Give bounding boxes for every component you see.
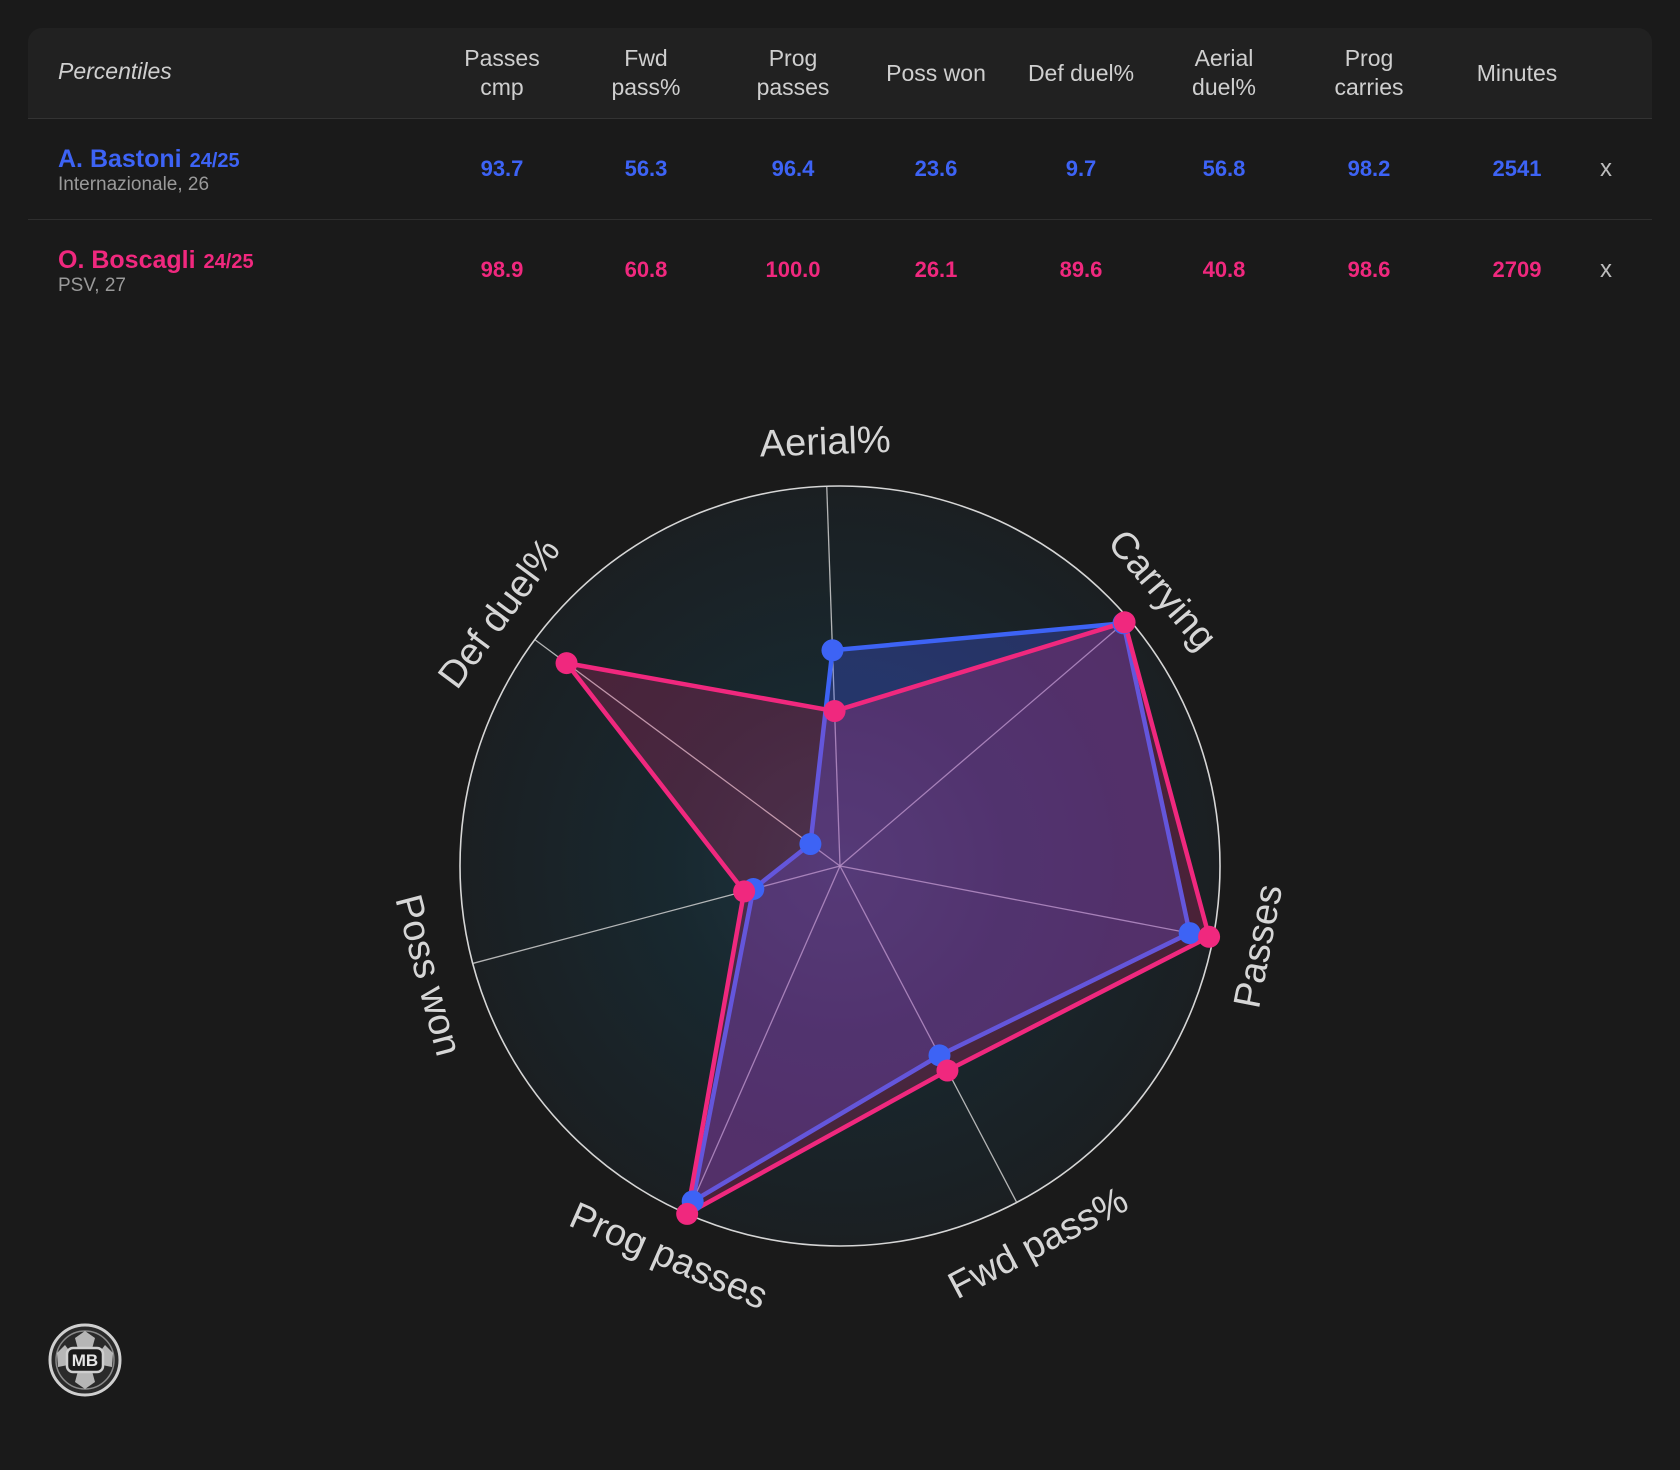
axis-label: Passes [1226,881,1291,1011]
logo-text: MB [72,1351,98,1370]
value-aerial-duel: 40.8 [1202,257,1246,282]
radar-spoke [839,865,1018,1203]
data-point-1 [1178,922,1201,945]
percentiles-label: Percentiles [58,58,172,84]
remove-player-button[interactable]: x [1600,256,1612,283]
data-point-1 [799,833,822,856]
value-def-duel: 9.7 [1065,156,1097,181]
col-aerial-duel[interactable]: Aerial duel% [1192,45,1256,100]
col-minutes[interactable]: Minutes [1476,59,1558,86]
value-fwd-pass: 60.8 [624,257,668,282]
value-poss-won: 26.1 [914,257,958,282]
col-def-duel[interactable]: Def duel% [1027,59,1135,86]
col-prog-carries[interactable]: Prog carries [1334,45,1404,100]
radar-spoke [686,865,841,1215]
remove-player-button[interactable]: x [1600,155,1612,182]
data-point-2 [1198,925,1221,948]
table-row-player-1: A. Bastoni 24/25 Internazionale, 26 93.7 … [28,119,1652,220]
player-name: A. Bastoni 24/25 [58,145,240,174]
radar-spoke [534,639,841,867]
radar-spokes [472,486,1214,1215]
value-minutes: 2709 [1492,257,1542,282]
axis-label: Poss won [386,890,469,1060]
player-name-text: A. Bastoni [58,145,182,173]
data-point-2 [555,652,578,675]
value-poss-won: 23.6 [914,156,958,181]
player-club-age: PSV, 27 [58,275,126,296]
value-prog-passes: 100.0 [765,257,821,282]
player-season: 24/25 [189,150,240,172]
data-point-2 [936,1059,959,1082]
player-name: O. Boscagli 24/25 [58,246,254,275]
table-row-player-2: O. Boscagli 24/25 PSV, 27 98.9 60.8 100.0… [28,220,1652,320]
value-passes-cmp: 93.7 [480,156,524,181]
radar-spoke [839,618,1130,867]
axis-label: Aerial% [759,419,891,466]
value-prog-carries: 98.6 [1347,257,1391,282]
col-passes-cmp[interactable]: Passes cmp [464,45,540,100]
value-aerial-duel: 56.8 [1202,156,1246,181]
comparison-table-header: Percentiles Passes cmp Fwd pass% Prog pa… [28,28,1652,119]
data-point-2 [733,880,756,903]
player-season: 24/25 [203,251,254,273]
value-prog-carries: 98.2 [1347,156,1391,181]
data-point-2 [823,700,846,723]
value-passes-cmp: 98.9 [480,257,524,282]
value-prog-passes: 96.4 [771,156,815,181]
player-club-age: Internazionale, 26 [58,174,210,195]
data-point-2 [676,1202,699,1225]
radar-spoke [826,486,841,867]
data-point-1 [821,639,844,662]
col-fwd-pass[interactable]: Fwd pass% [611,45,681,100]
col-prog-passes[interactable]: Prog passes [756,45,830,100]
data-point-2 [1113,611,1136,634]
radar-spoke [839,865,1214,939]
col-poss-won[interactable]: Poss won [886,59,986,86]
radar-series [555,611,1221,1225]
value-def-duel: 89.6 [1059,257,1103,282]
player-name-text: O. Boscagli [58,246,196,274]
value-fwd-pass: 56.3 [624,156,668,181]
series-polygon-1 [690,621,1192,1204]
radar-spoke [472,865,841,965]
series-polygon-2 [564,620,1212,1217]
club-badge-icon: MB [48,1323,122,1397]
value-minutes: 2541 [1492,156,1542,181]
